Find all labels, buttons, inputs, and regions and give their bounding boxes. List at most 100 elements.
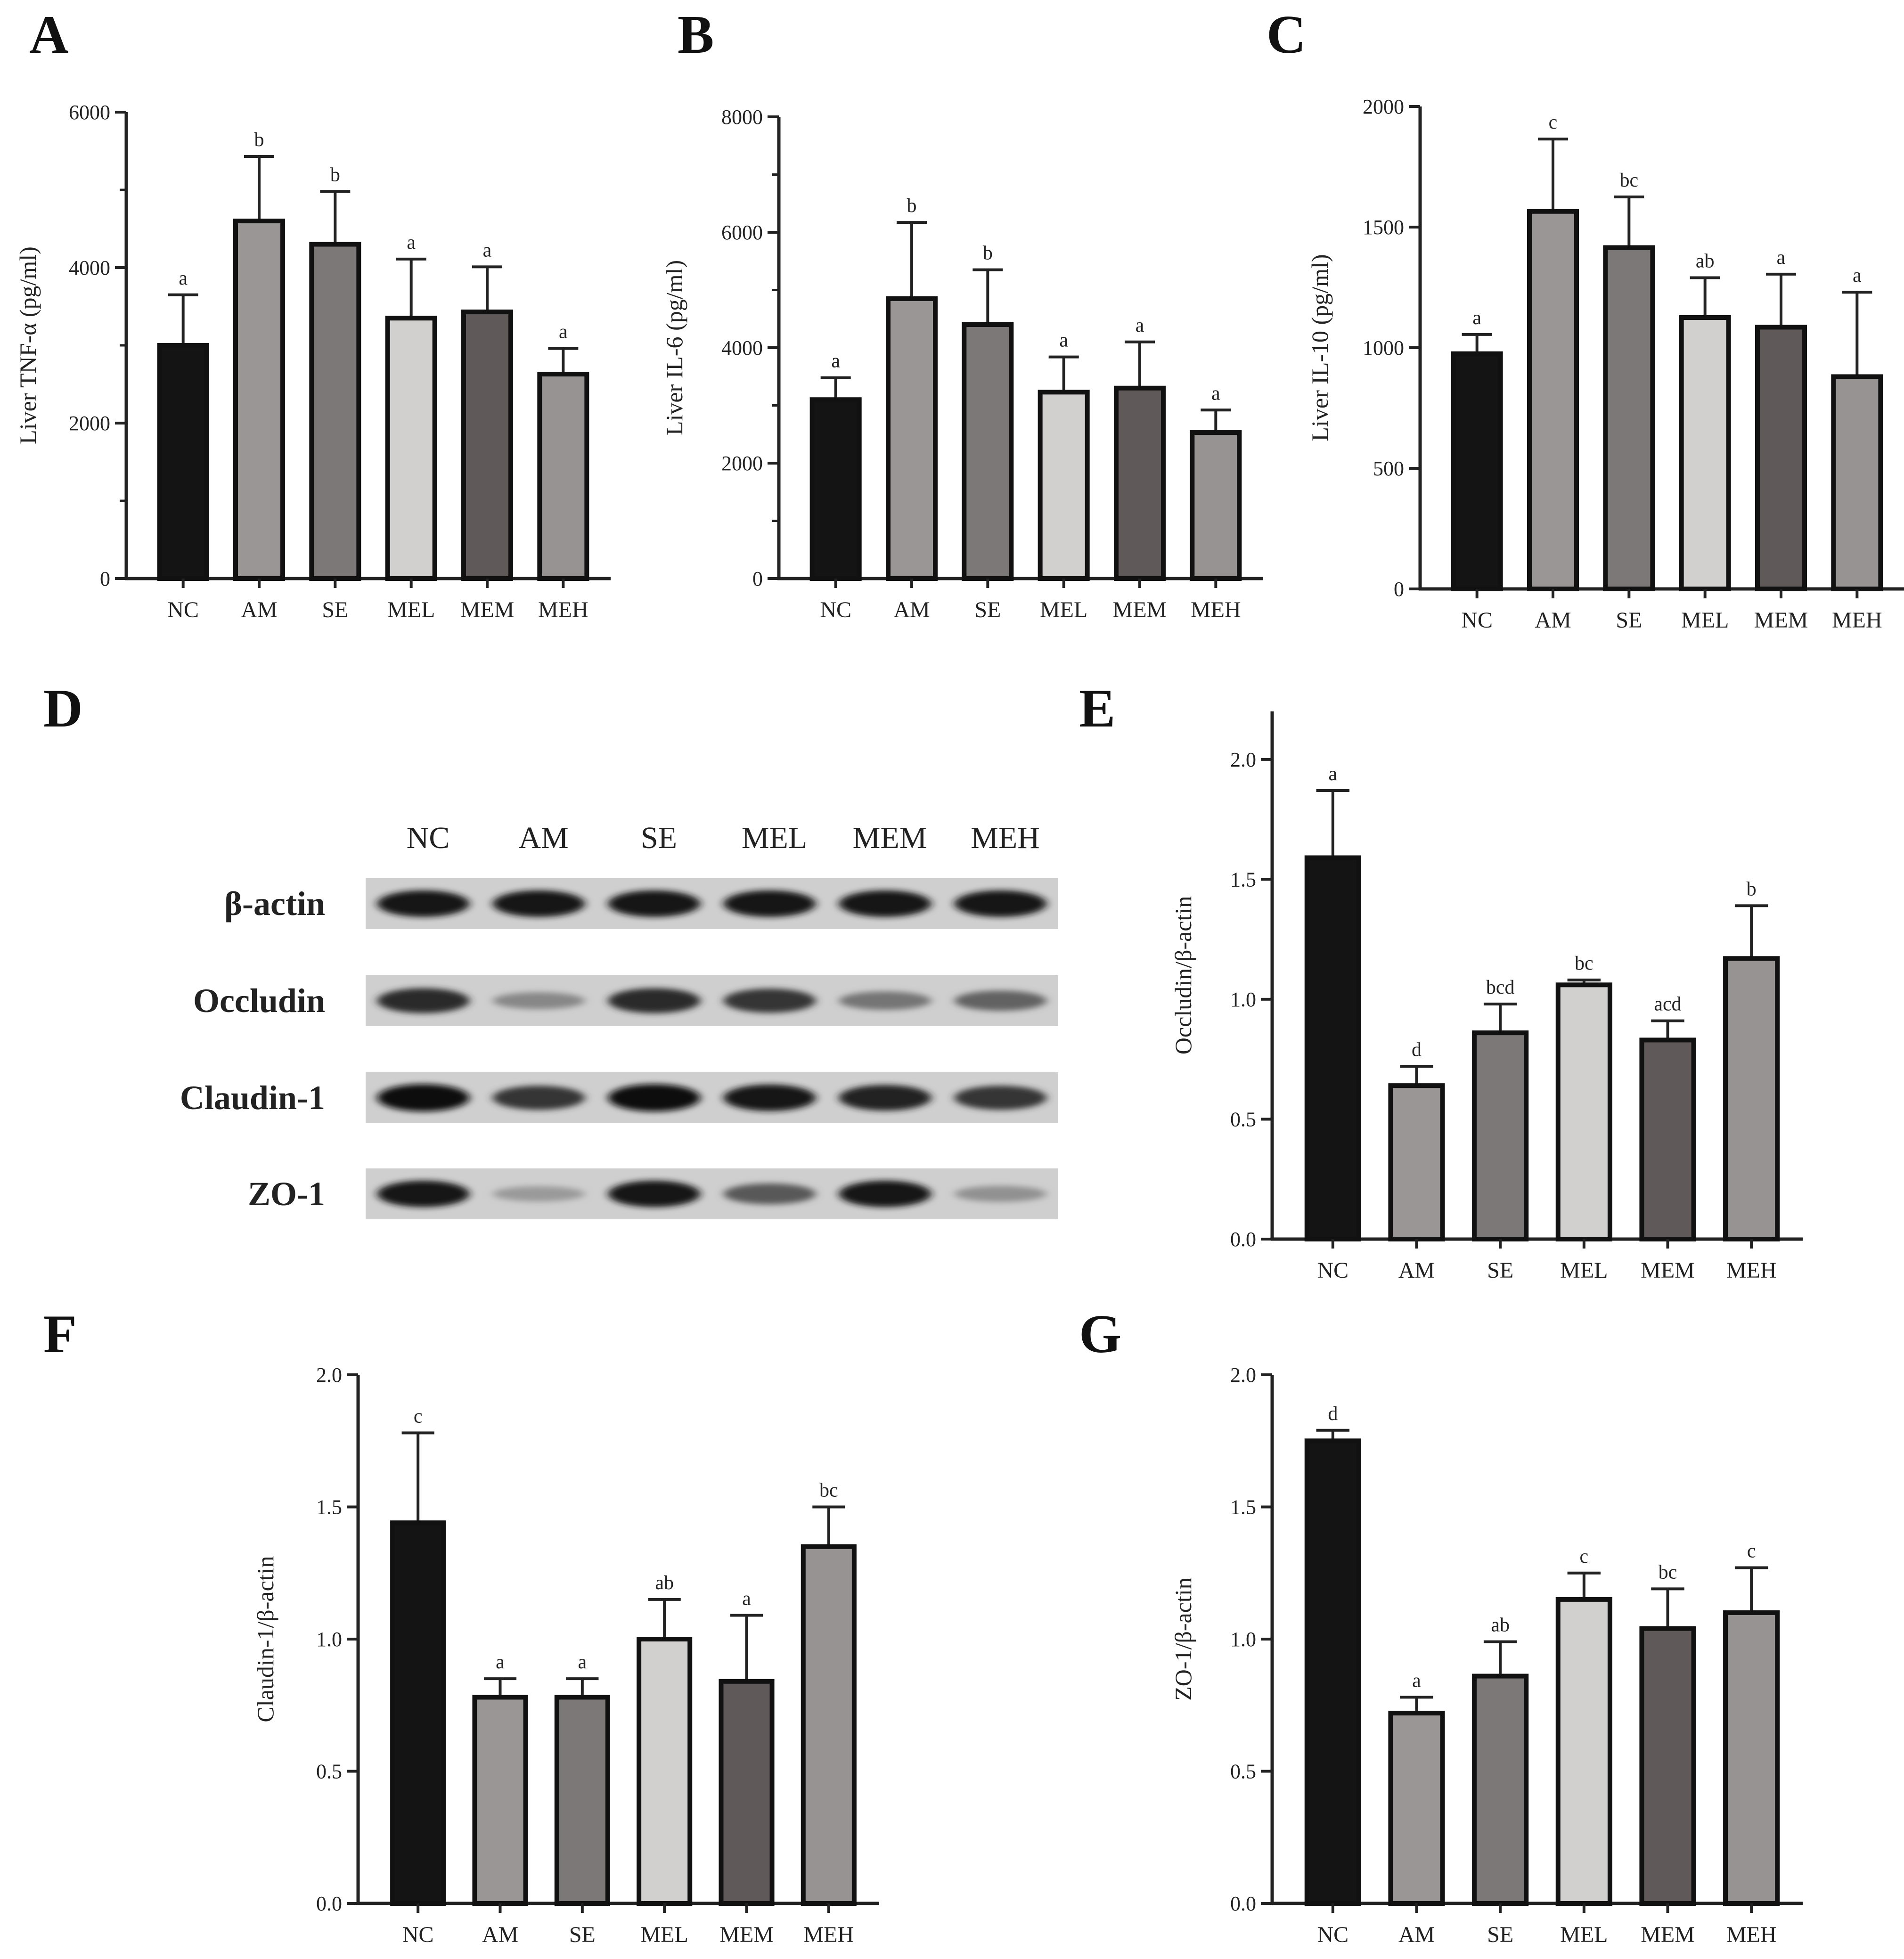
significance-letter: b: [330, 164, 340, 186]
bar-meh: [1190, 430, 1242, 581]
y-tick-label: 1000: [1363, 336, 1404, 359]
bar-am: [233, 219, 286, 581]
y-tick-label: 1.0: [1230, 988, 1256, 1011]
x-tick-label: SE: [569, 1922, 596, 1947]
blot-row-label: β-actin: [224, 885, 325, 922]
bar-meh: [1723, 956, 1780, 1241]
y-tick-label: 6000: [69, 101, 110, 124]
bar-mem: [461, 310, 514, 581]
x-tick-label: SE: [1487, 1922, 1513, 1947]
y-tick-label: 8000: [721, 106, 763, 129]
western-blot-panel: NC AM SE MEL MEM MEH β-actin Occludin Claudin-1 Z…: [180, 821, 1058, 1219]
significance-letter: a: [1329, 763, 1338, 785]
chart-claudin-1: 0.0 0.5 1.0 1.5 2.0 Claudin-1/β-actin c NC a AM a S…: [252, 1363, 879, 1947]
x-tick-label: AM: [482, 1922, 518, 1947]
x-tick-label: SE: [322, 597, 348, 622]
x-tick-label: SE: [1487, 1258, 1513, 1283]
x-tick-label: MEL: [1681, 608, 1729, 633]
blot-band: [723, 988, 816, 1013]
x-tick-label: MEL: [1040, 597, 1087, 622]
x-tick-label: MEM: [719, 1922, 774, 1947]
y-tick-label: 2.0: [1230, 748, 1256, 771]
bar-meh: [1723, 1610, 1780, 1906]
bar-meh: [801, 1544, 857, 1906]
blot-strip: [366, 975, 1058, 1026]
y-tick-label: 1.5: [316, 1496, 342, 1519]
significance-letter: a: [1777, 247, 1786, 269]
x-tick-label: MEH: [1726, 1922, 1777, 1947]
bar-mel: [637, 1637, 693, 1906]
x-tick-label: SE: [974, 597, 1001, 622]
y-tick-label: 6000: [721, 221, 763, 244]
significance-letter: c: [1747, 1541, 1756, 1562]
y-tick-label: 0: [100, 567, 110, 590]
bar-mem: [1113, 385, 1166, 581]
x-tick-label: AM: [1398, 1922, 1435, 1947]
bar-am: [472, 1695, 528, 1906]
blot-band: [723, 890, 816, 917]
bar-se: [1472, 1673, 1529, 1906]
x-tick-label: MEM: [1113, 597, 1167, 622]
blot-band: [839, 1180, 932, 1208]
bar-am: [1388, 1711, 1445, 1906]
significance-letter: acd: [1654, 994, 1681, 1015]
significance-letter: bc: [1575, 953, 1593, 974]
bar-am: [885, 296, 938, 581]
significance-letter: a: [407, 232, 416, 253]
chart-occludin: 0.0 0.5 1.0 1.5 2.0 Occludin/β-actin a NC d AM bcd…: [1170, 711, 1803, 1283]
significance-letter: d: [1328, 1403, 1338, 1425]
y-tick-label: 2000: [1363, 95, 1404, 118]
significance-letter: c: [1549, 112, 1558, 133]
y-tick-label: 1.5: [1230, 868, 1256, 891]
blot-band: [377, 1084, 470, 1111]
blot-strip: [366, 878, 1058, 929]
significance-letter: a: [483, 239, 492, 261]
y-tick-label: 0.0: [1230, 1228, 1256, 1251]
significance-letter: a: [1853, 265, 1862, 286]
bar-se: [554, 1695, 610, 1906]
x-tick-label: MEM: [1641, 1258, 1695, 1283]
x-tick-label: MEL: [387, 597, 435, 622]
panel-letter-e: E: [1079, 678, 1115, 739]
bar-mem: [1639, 1626, 1696, 1906]
y-tick-label: 500: [1373, 457, 1404, 480]
chart-zo-1: 0.0 0.5 1.0 1.5 2.0 ZO-1/β-actin d NC a AM ab SE c ME…: [1170, 1363, 1803, 1947]
significance-letter: b: [907, 195, 917, 217]
bar-mel: [1555, 1597, 1612, 1906]
bar-nc: [809, 397, 862, 581]
blot-band: [839, 1085, 932, 1111]
x-tick-label: SE: [1616, 608, 1642, 633]
y-tick-label: 0.0: [316, 1892, 342, 1915]
blot-row-label: ZO-1: [248, 1175, 325, 1213]
bar-se: [1603, 245, 1655, 591]
blot-band: [954, 1086, 1047, 1110]
chart-il-10: 0 500 1000 1500 2000 Liver IL-10 (pg/ml) a NC c A…: [1307, 95, 1904, 633]
blot-band: [954, 890, 1047, 917]
significance-letter: c: [1580, 1546, 1589, 1567]
y-tick-label: 0: [1394, 578, 1404, 601]
blot-band: [377, 890, 470, 917]
blot-band: [492, 1186, 585, 1202]
bar-nc: [390, 1520, 446, 1906]
significance-letter: a: [1059, 330, 1068, 351]
x-tick-label: MEH: [1726, 1258, 1777, 1283]
y-tick-label: 0.0: [1230, 1892, 1256, 1915]
blot-lane-label: NC: [407, 821, 450, 855]
x-tick-label: AM: [1535, 608, 1571, 633]
blot-band: [723, 1084, 816, 1111]
blot-band: [608, 988, 701, 1013]
bar-nc: [1304, 855, 1361, 1241]
y-axis-label: ZO-1/β-actin: [1170, 1577, 1196, 1700]
y-tick-label: 4000: [69, 256, 110, 279]
y-axis-label: Liver TNF-α (pg/ml): [15, 246, 41, 444]
bar-mel: [1038, 390, 1090, 581]
y-axis-label: Claudin-1/β-actin: [252, 1556, 278, 1722]
significance-letter: bcd: [1486, 977, 1515, 998]
x-tick-label: NC: [167, 597, 199, 622]
significance-letter: bc: [1659, 1561, 1677, 1583]
significance-letter: a: [1136, 315, 1144, 336]
bar-nc: [157, 343, 209, 581]
y-tick-label: 1.0: [316, 1628, 342, 1651]
x-tick-label: NC: [820, 597, 851, 622]
bar-meh: [537, 372, 589, 581]
